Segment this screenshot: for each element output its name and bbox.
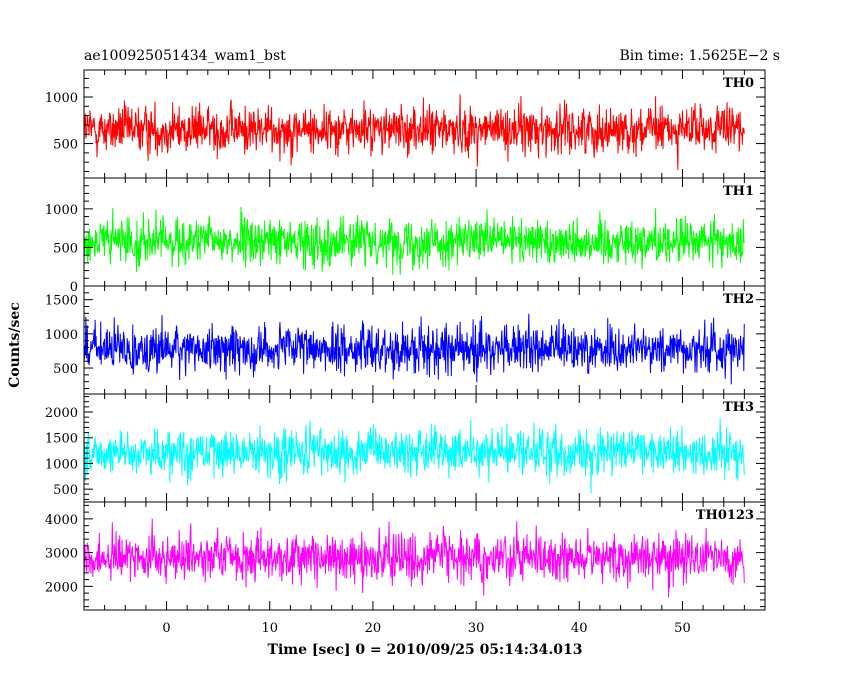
panel-th0: 500 1000 TH0	[45, 69, 766, 179]
y-tick-label: 0	[70, 280, 78, 295]
y-tick-label: 500	[53, 138, 78, 153]
y-tick-label: 1500	[45, 432, 78, 447]
y-tick-label: 1500	[45, 294, 78, 309]
y-tick-label: 2000	[45, 580, 78, 595]
x-axis: 0 10 20 30 40 50	[162, 621, 690, 636]
panel-label-th0123: TH0123	[696, 508, 754, 523]
y-tick-label: 2000	[45, 406, 78, 421]
x-tick-label: 50	[674, 621, 691, 636]
y-axis-title: Counts/sec	[7, 302, 23, 388]
panel-th1: 0 500 1000 TH1	[45, 177, 766, 295]
x-tick-label: 20	[365, 621, 382, 636]
x-axis-title: Time [sec] 0 = 2010/09/25 05:14:34.013	[268, 642, 583, 658]
y-tick-label: 4000	[45, 513, 78, 528]
y-tick-label: 500	[53, 483, 78, 498]
panel-label-th1: TH1	[723, 184, 754, 199]
y-tick-label: 500	[53, 241, 78, 256]
y-tick-label: 1000	[45, 457, 78, 472]
panel-label-th2: TH2	[723, 292, 754, 307]
x-tick-label: 10	[261, 621, 278, 636]
trace-th0	[84, 94, 745, 171]
y-tick-label: 3000	[45, 547, 78, 562]
panel-th2: 500 1000 1500 TH2	[45, 285, 766, 395]
panel-label-th0: TH0	[723, 76, 754, 91]
panel-frame	[83, 501, 766, 611]
panel-th3: 500 1000 1500 2000 TH3	[45, 393, 766, 503]
trace-th3	[84, 418, 745, 494]
x-tick-label: 30	[468, 621, 485, 636]
y-tick-label: 1000	[45, 91, 78, 106]
y-tick-label: 1000	[45, 328, 78, 343]
x-tick-label: 40	[571, 621, 588, 636]
trace-th2	[84, 313, 745, 385]
trace-th1	[84, 206, 745, 275]
panel-label-th3: TH3	[723, 400, 754, 415]
panels-group: 500 1000 TH0 0 500 1000 TH1 500 1000 1500 TH2 500 10…	[45, 69, 766, 611]
panel-th0123: 2000 3000 4000 TH0123	[45, 501, 766, 611]
y-tick-label: 500	[53, 362, 78, 377]
y-tick-label: 1000	[45, 203, 78, 218]
trace-th0123	[84, 518, 745, 598]
chart-title: ae100925051434_wam1_bst	[84, 48, 286, 64]
bin-time-label: Bin time: 1.5625E−2 s	[619, 48, 780, 64]
x-tick-label: 0	[162, 621, 170, 636]
